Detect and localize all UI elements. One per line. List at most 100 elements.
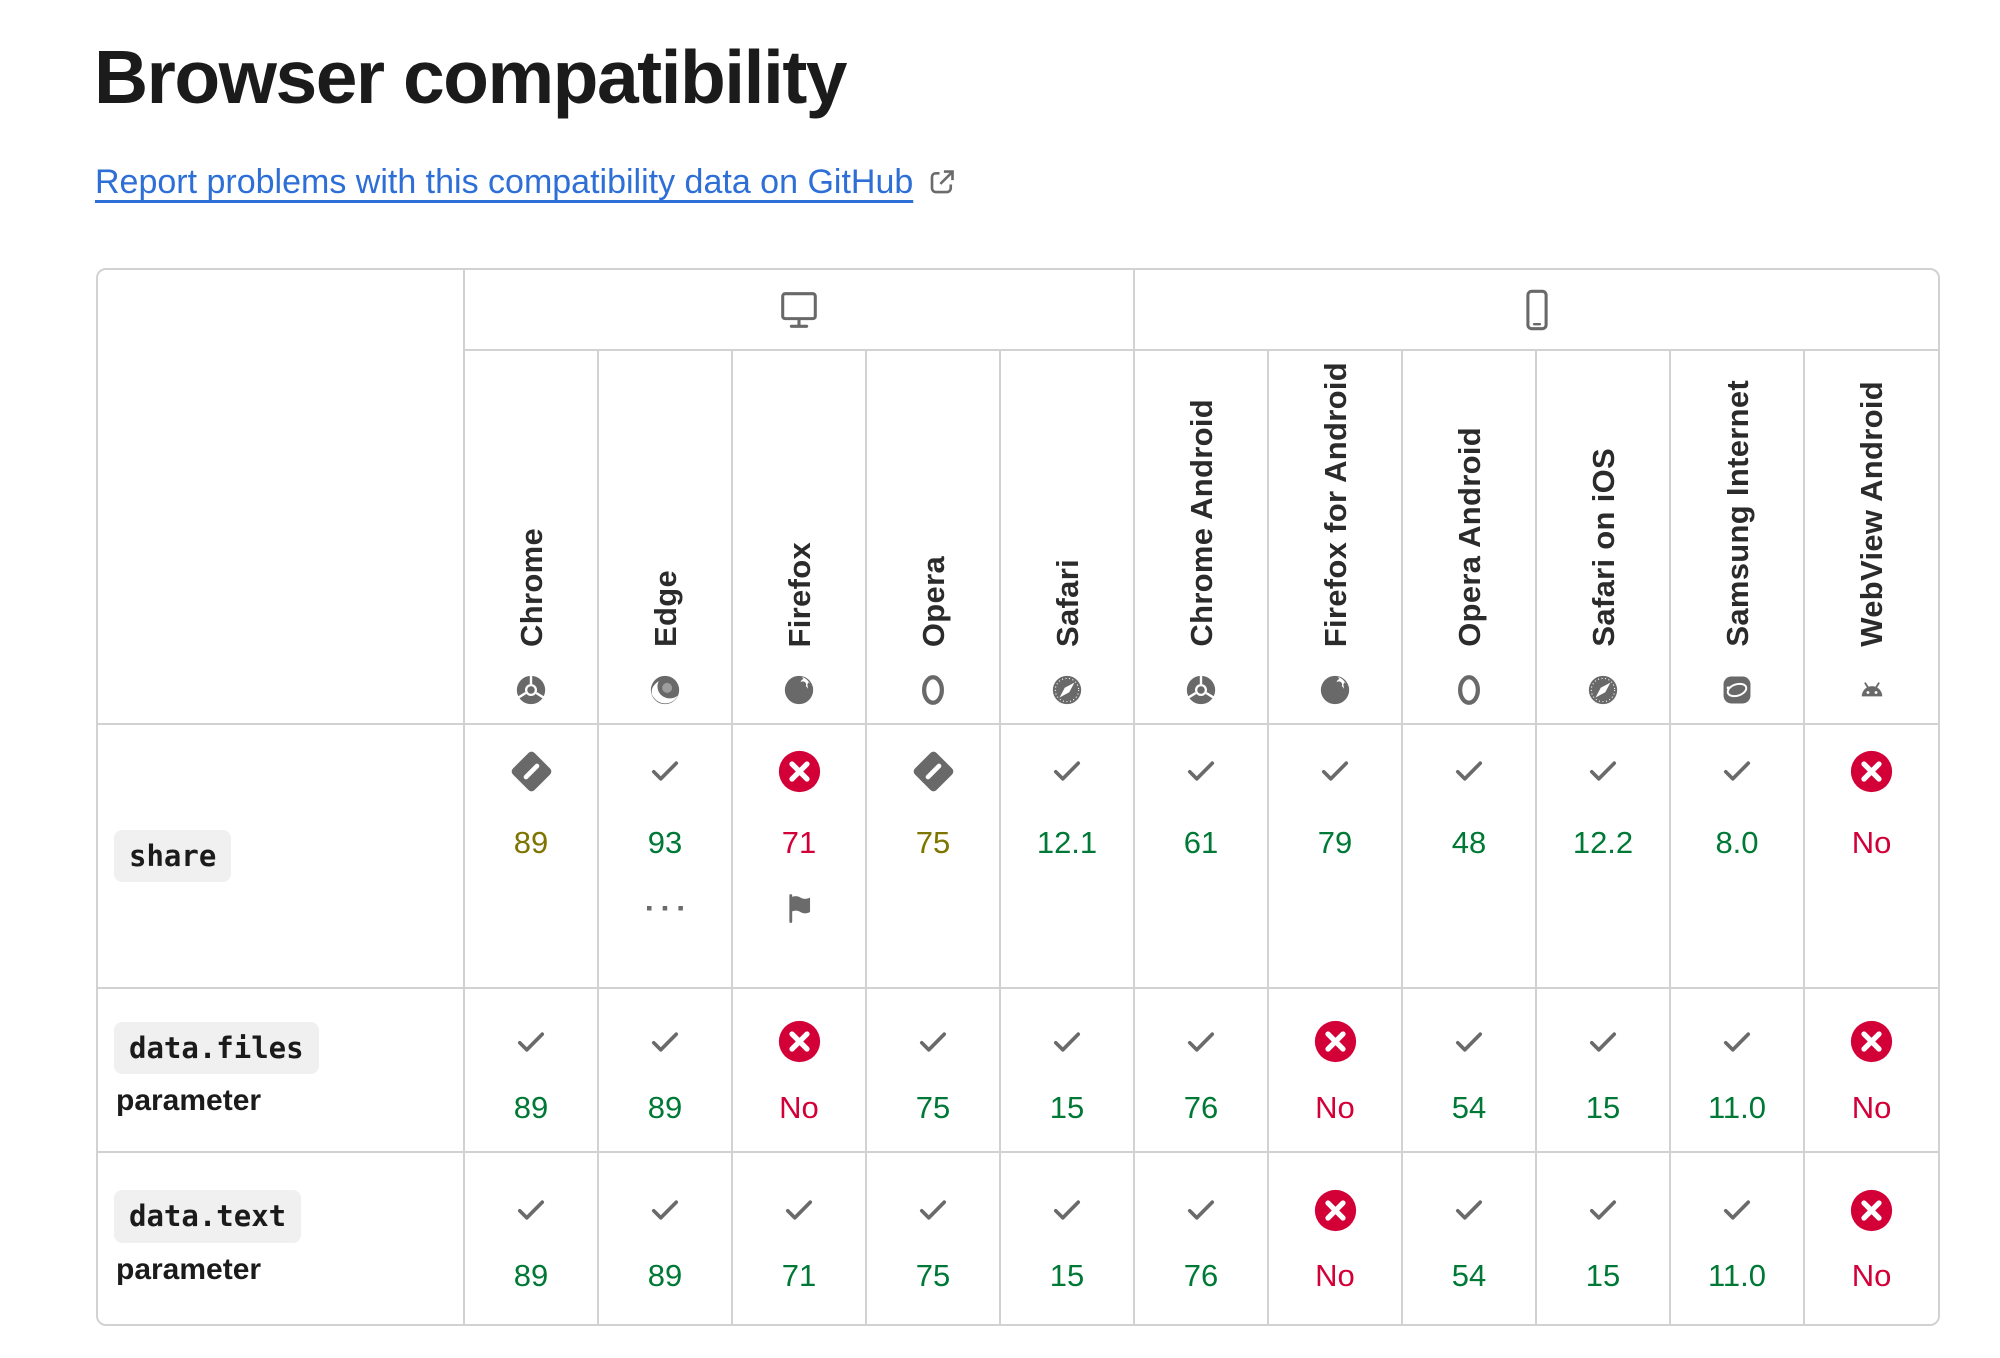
- supported-icon: [1049, 1186, 1085, 1234]
- browser-label: Safari on iOS: [1585, 448, 1621, 647]
- support-cell[interactable]: 15: [999, 1151, 1134, 1324]
- version-number: 48: [1451, 825, 1487, 860]
- unsupported-icon: [1849, 747, 1894, 795]
- support-cell[interactable]: 75: [865, 987, 1000, 1152]
- supported-icon: [647, 747, 683, 795]
- browser-label: Safari: [1049, 559, 1085, 647]
- supported-icon: [1451, 747, 1487, 795]
- version-number: 15: [1585, 1089, 1621, 1125]
- support-cell[interactable]: No: [1802, 987, 1939, 1152]
- support-cell[interactable]: 8.0: [1669, 723, 1804, 988]
- feature-row-share: share 89 93 71 75 12.1 61 79 48 12.2 8.0 No: [98, 723, 1939, 988]
- version-number: 79: [1317, 825, 1353, 860]
- support-cell[interactable]: 75: [865, 1151, 1000, 1324]
- support-cell[interactable]: 12.1: [999, 723, 1134, 988]
- column-header-edge: Edge: [597, 349, 732, 724]
- feature-name-cell: data.files parameter: [98, 987, 464, 1152]
- support-cell[interactable]: 89: [463, 723, 598, 988]
- corner-cell: [98, 270, 464, 724]
- firefox-icon: [782, 673, 816, 707]
- supported-icon: [513, 1018, 549, 1066]
- version-number: 71: [781, 825, 817, 860]
- supported-icon: [1719, 1186, 1755, 1234]
- supported-icon: [1183, 1018, 1219, 1066]
- desktop-icon: [465, 287, 1133, 333]
- feature-name-cell: share: [98, 723, 464, 988]
- column-header-samsung-internet: Samsung Internet: [1669, 349, 1804, 724]
- opera-icon: [916, 673, 950, 707]
- support-cell[interactable]: No: [1267, 987, 1402, 1152]
- firefox-icon: [1318, 673, 1352, 707]
- unsupported-icon: [1849, 1018, 1894, 1066]
- supported-icon: [1183, 1186, 1219, 1234]
- partial-support-icon: [508, 747, 555, 795]
- support-cell[interactable]: 89: [463, 1151, 598, 1324]
- feature-code: data.files: [114, 1021, 319, 1075]
- browser-label: Firefox: [781, 541, 817, 647]
- support-cell[interactable]: 76: [1133, 1151, 1268, 1324]
- supported-icon: [1451, 1186, 1487, 1234]
- column-header-opera-android: Opera Android: [1401, 349, 1536, 724]
- support-cell[interactable]: 11.0: [1669, 987, 1804, 1152]
- webview-android-icon: [1854, 673, 1890, 707]
- support-cell[interactable]: 89: [597, 1151, 732, 1324]
- flag-icon: [782, 890, 816, 926]
- samsung-internet-icon: [1720, 673, 1754, 707]
- supported-icon: [1585, 1186, 1621, 1234]
- supported-icon: [1049, 1018, 1085, 1066]
- version-number: 89: [513, 1089, 549, 1125]
- chrome-icon: [514, 673, 548, 707]
- support-cell[interactable]: 71: [731, 1151, 866, 1324]
- support-cell[interactable]: 89: [463, 987, 598, 1152]
- browser-label: Chrome Android: [1183, 399, 1219, 647]
- version-number: No: [1851, 825, 1892, 860]
- report-compat-link-label: Report problems with this compatibility …: [95, 163, 914, 201]
- version-number: 8.0: [1715, 825, 1759, 860]
- support-cell[interactable]: No: [731, 987, 866, 1152]
- support-cell[interactable]: 75: [865, 723, 1000, 988]
- support-cell[interactable]: 54: [1401, 1151, 1536, 1324]
- supported-icon: [1317, 747, 1353, 795]
- unsupported-icon: [1849, 1186, 1894, 1234]
- version-number: No: [779, 1089, 819, 1125]
- version-number: No: [1851, 1089, 1892, 1125]
- version-number: 54: [1451, 1258, 1487, 1293]
- chrome-icon: [1184, 673, 1218, 707]
- column-group-desktop: [463, 270, 1134, 350]
- support-cell[interactable]: 15: [1535, 1151, 1670, 1324]
- support-cell[interactable]: 89: [597, 987, 732, 1152]
- supported-icon: [915, 1186, 951, 1234]
- version-number: 76: [1183, 1089, 1219, 1125]
- support-cell[interactable]: 11.0: [1669, 1151, 1804, 1324]
- supported-icon: [647, 1186, 683, 1234]
- support-cell[interactable]: 54: [1401, 987, 1536, 1152]
- column-header-firefox-for-android: Firefox for Android: [1267, 349, 1402, 724]
- support-cell[interactable]: 61: [1133, 723, 1268, 988]
- support-cell[interactable]: 79: [1267, 723, 1402, 988]
- support-cell[interactable]: 71: [731, 723, 866, 988]
- version-number: 11.0: [1707, 1089, 1767, 1125]
- support-cell[interactable]: 48: [1401, 723, 1536, 988]
- supported-icon: [1719, 747, 1755, 795]
- support-cell[interactable]: 93: [597, 723, 732, 988]
- supported-icon: [1585, 1018, 1621, 1066]
- safari-icon: [1586, 673, 1620, 707]
- column-group-mobile: [1132, 270, 1939, 350]
- support-cell[interactable]: No: [1802, 723, 1939, 988]
- support-cell[interactable]: 15: [1535, 987, 1670, 1152]
- support-cell[interactable]: No: [1267, 1151, 1402, 1324]
- report-compat-link[interactable]: Report problems with this compatibility …: [95, 162, 957, 203]
- browser-label: Firefox for Android: [1317, 361, 1353, 647]
- version-number: 15: [1049, 1089, 1085, 1125]
- support-cell[interactable]: No: [1802, 1151, 1939, 1324]
- browser-label: WebView Android: [1854, 381, 1890, 647]
- supported-icon: [1719, 1018, 1755, 1066]
- version-number: 12.1: [1036, 825, 1098, 860]
- version-number: 15: [1585, 1258, 1621, 1293]
- support-cell[interactable]: 76: [1133, 987, 1268, 1152]
- browser-compat-table-wrap: Chrome Edge Firefox Opera Safari Chrome Andro…: [96, 268, 1941, 1326]
- column-header-safari-on-ios: Safari on iOS: [1535, 349, 1670, 724]
- support-cell[interactable]: 15: [999, 987, 1134, 1152]
- support-cell[interactable]: 12.2: [1535, 723, 1670, 988]
- version-number: 89: [647, 1089, 683, 1125]
